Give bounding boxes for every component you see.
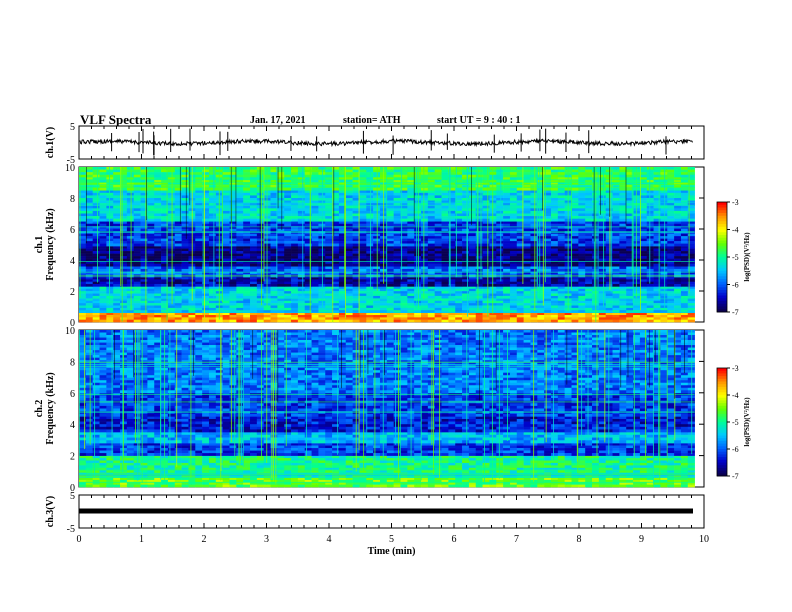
colorbar-tick-label: -6 (732, 281, 739, 290)
y-tick-label-2: 6 (70, 225, 75, 236)
y-axis-label-1: ch.1(V) (45, 127, 56, 158)
x-tick-label: 9 (639, 534, 644, 545)
ch1-waveform-line (79, 137, 693, 148)
x-tick-label: 6 (452, 534, 457, 545)
y-tick-label-4: -5 (67, 524, 75, 535)
colorbar-tick-label: -6 (732, 445, 739, 454)
colorbar-tick-label: -4 (732, 226, 739, 235)
x-tick-label: 3 (264, 534, 269, 545)
x-tick-label: 7 (514, 534, 519, 545)
y-axis-label-line: Frequency (kHz) (45, 208, 56, 280)
x-tick-label: 10 (699, 534, 709, 545)
colorbar-tick-label: -3 (732, 364, 739, 373)
y-axis-label-line: Frequency (kHz) (45, 372, 56, 444)
y-tick-label-1: -5 (67, 155, 75, 166)
y-tick-label-3: 0 (70, 483, 75, 494)
ch2-colorbar (717, 368, 727, 477)
colorbar-tick-label: -3 (732, 198, 739, 207)
y-tick-label-2: 0 (70, 318, 75, 329)
y-tick-label-2: 2 (70, 287, 75, 298)
y-tick-label-3: 4 (70, 420, 75, 431)
y-axis-label-line: ch.1 (34, 236, 45, 254)
station-label: station= ATH (343, 115, 401, 126)
colorbar-tick-label: -7 (732, 472, 739, 481)
y-tick-label-2: 8 (70, 194, 75, 205)
colorbar-label: log(PSD)(V²/Hz) (743, 232, 751, 282)
x-tick-label: 8 (577, 534, 582, 545)
y-axis-label-2: ch.1 Frequency (kHz) (34, 208, 56, 280)
y-axis-label-3: ch.2 Frequency (kHz) (34, 372, 56, 444)
x-tick-label: 5 (389, 534, 394, 545)
y-tick-label-4: 5 (70, 491, 75, 502)
ch3-waveform-line (79, 508, 693, 514)
x-tick-label: 1 (139, 534, 144, 545)
colorbar-tick-label: -7 (732, 308, 739, 317)
ch2-spectrogram-image (79, 330, 695, 488)
colorbar-tick-label: -4 (732, 391, 739, 400)
y-tick-label-3: 10 (65, 326, 75, 337)
x-tick-label: 0 (77, 534, 82, 545)
y-tick-label-2: 4 (70, 256, 75, 267)
x-axis-label: Time (min) (368, 546, 416, 557)
y-axis-label-line: ch.3(V) (45, 496, 56, 527)
y-tick-label-3: 6 (70, 389, 75, 400)
y-tick-label-3: 8 (70, 357, 75, 368)
colorbar-label: log(PSD)(V²/Hz) (743, 397, 751, 447)
y-tick-label-3: 2 (70, 452, 75, 463)
y-tick-label-1: 5 (70, 122, 75, 133)
date-label: Jan. 17, 2021 (250, 115, 306, 126)
colorbar-tick-label: -5 (732, 418, 739, 427)
chart-title: VLF Spectra (80, 112, 152, 127)
y-axis-label-line: ch.1(V) (45, 127, 56, 158)
y-axis-label-line: ch.2 (34, 400, 45, 418)
colorbar-tick-label: -5 (732, 253, 739, 262)
x-tick-label: 2 (202, 534, 207, 545)
x-tick-label: 4 (327, 534, 332, 545)
start-time-label: start UT = 9 : 40 : 1 (437, 115, 521, 126)
y-axis-label-4: ch.3(V) (45, 496, 56, 527)
y-tick-label-2: 10 (65, 163, 75, 174)
ch1-colorbar (717, 202, 727, 313)
